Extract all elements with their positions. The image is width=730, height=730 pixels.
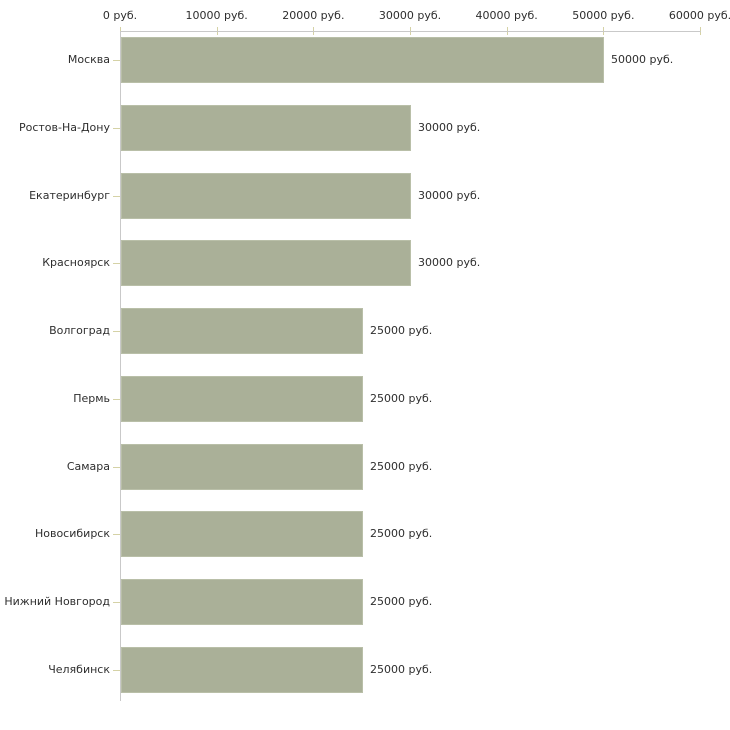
y-axis-tick [113,602,120,603]
value-label: 25000 руб. [370,595,433,608]
category-label: Самара [66,460,110,473]
bar-1 [121,37,604,83]
x-axis-tick-label: 0 руб. [102,9,138,22]
category-label: Нижний Новгород [4,595,110,608]
x-axis-tick-label: 30000 руб. [378,9,442,22]
bar-9 [121,579,363,626]
y-axis-tick [113,670,120,671]
y-axis-tick [113,196,120,197]
category-label: Москва [67,53,110,66]
value-label: 25000 руб. [370,460,433,473]
y-axis-tick [113,534,120,535]
y-axis-tick [113,263,120,264]
bar-5 [121,308,363,355]
value-label: 25000 руб. [370,324,433,337]
x-axis-line [120,31,701,32]
category-label: Екатеринбург [29,189,110,202]
category-label: Ростов-На-Дону [18,121,110,134]
bar-10 [121,647,363,694]
x-axis-tick-label: 20000 руб. [282,9,345,22]
value-label: 30000 руб. [418,256,481,269]
bar-7 [121,443,363,490]
bar-4 [121,240,411,287]
value-label: 25000 руб. [370,392,433,405]
x-axis-tick-label: 40000 руб. [475,9,538,22]
category-label: Волгоград [49,324,110,337]
value-label: 30000 руб. [418,189,481,202]
category-label: Пермь [73,392,110,405]
value-label: 25000 руб. [370,527,433,540]
bar-3 [121,172,411,219]
y-axis-tick [113,331,120,332]
x-axis-tick-label: 60000 руб. [668,9,730,22]
bar-2 [121,104,411,151]
bar-6 [121,375,363,422]
value-label: 50000 руб. [611,53,674,66]
category-label: Новосибирск [34,527,110,540]
y-axis-line [120,31,121,701]
y-axis-tick [113,399,120,400]
y-axis-tick [113,467,120,468]
value-label: 25000 руб. [370,663,433,676]
x-axis-tick-label: 50000 руб. [572,9,635,22]
x-axis-tick-label: 10000 руб. [185,9,248,22]
y-axis-tick [113,60,120,61]
value-label: 30000 руб. [418,121,481,134]
y-axis-tick [113,128,120,129]
category-label: Челябинск [48,663,110,676]
category-label: Красноярск [42,256,110,269]
bar-8 [121,511,363,558]
